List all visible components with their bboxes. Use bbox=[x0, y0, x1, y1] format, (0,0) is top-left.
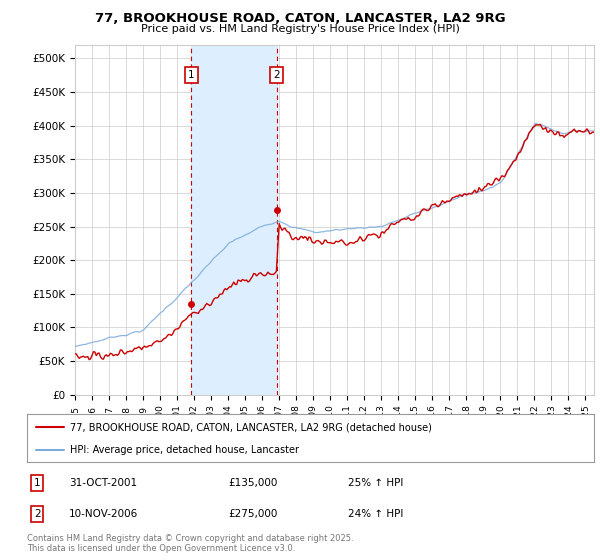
Text: 77, BROOKHOUSE ROAD, CATON, LANCASTER, LA2 9RG: 77, BROOKHOUSE ROAD, CATON, LANCASTER, L… bbox=[95, 12, 505, 25]
Bar bbox=[191, 45, 277, 395]
Text: HPI: Average price, detached house, Lancaster: HPI: Average price, detached house, Lanc… bbox=[70, 445, 299, 455]
Text: 10-NOV-2006: 10-NOV-2006 bbox=[69, 509, 138, 519]
Text: 2: 2 bbox=[34, 509, 41, 519]
Text: 31-OCT-2001: 31-OCT-2001 bbox=[69, 478, 137, 488]
Text: 1: 1 bbox=[34, 478, 41, 488]
Text: 25% ↑ HPI: 25% ↑ HPI bbox=[348, 478, 403, 488]
Text: Price paid vs. HM Land Registry's House Price Index (HPI): Price paid vs. HM Land Registry's House … bbox=[140, 24, 460, 34]
Text: 77, BROOKHOUSE ROAD, CATON, LANCASTER, LA2 9RG (detached house): 77, BROOKHOUSE ROAD, CATON, LANCASTER, L… bbox=[70, 422, 431, 432]
Text: 2: 2 bbox=[274, 70, 280, 80]
Text: £135,000: £135,000 bbox=[228, 478, 277, 488]
Text: Contains HM Land Registry data © Crown copyright and database right 2025.
This d: Contains HM Land Registry data © Crown c… bbox=[27, 534, 353, 553]
Text: 24% ↑ HPI: 24% ↑ HPI bbox=[348, 509, 403, 519]
Text: 1: 1 bbox=[188, 70, 194, 80]
Text: £275,000: £275,000 bbox=[228, 509, 277, 519]
